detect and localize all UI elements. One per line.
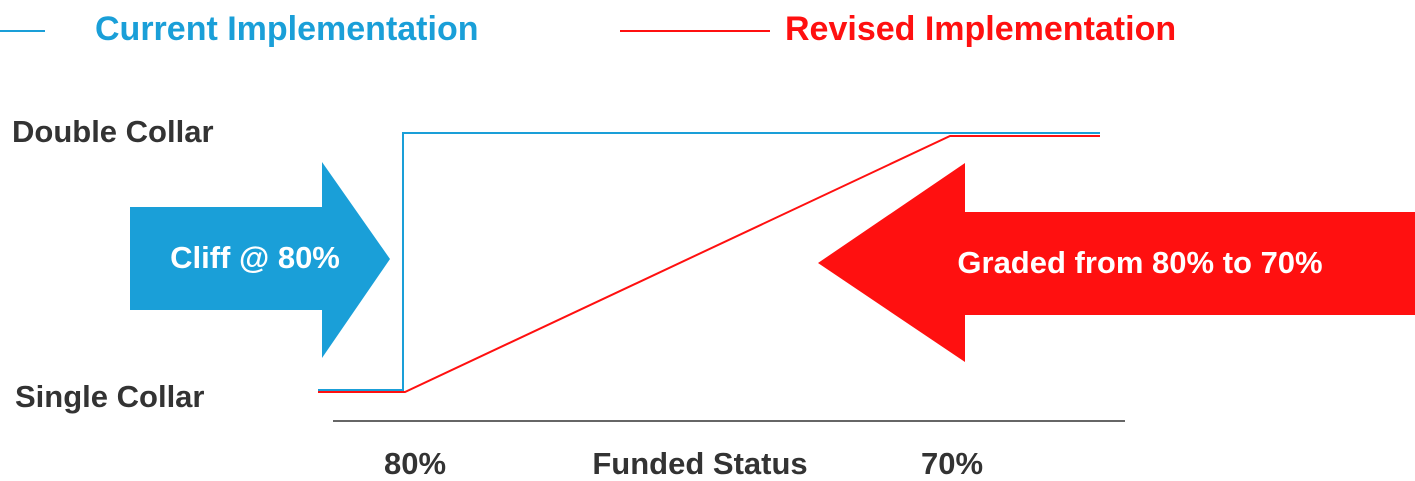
- x-label-left: 80%: [384, 446, 446, 481]
- y-label-bottom: Single Collar: [15, 379, 204, 414]
- x-axis-title: Funded Status: [592, 446, 807, 481]
- legend-label-current: Current Implementation: [95, 10, 478, 48]
- y-label-top: Double Collar: [12, 114, 214, 149]
- x-label-right: 70%: [921, 446, 983, 481]
- line-current: [318, 132, 1100, 391]
- arrow-right: [130, 162, 390, 358]
- legend-label-revised: Revised Implementation: [785, 10, 1176, 48]
- arrow-right-label: Graded from 80% to 70%: [957, 245, 1322, 280]
- arrow-left-label: Cliff @ 80%: [170, 240, 340, 275]
- line-revised: [318, 135, 1100, 393]
- arrow-left: [818, 163, 1415, 362]
